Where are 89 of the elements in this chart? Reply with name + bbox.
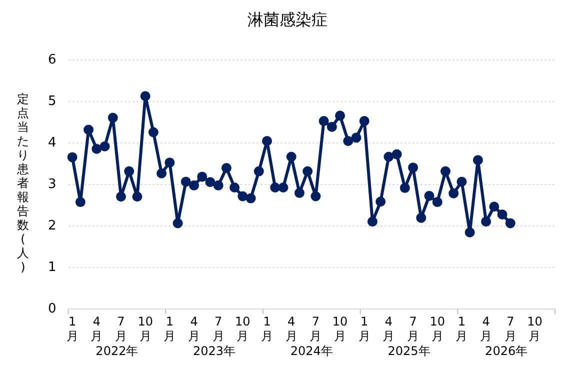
point [75, 197, 86, 208]
point [230, 182, 240, 193]
point [189, 180, 200, 190]
x-tick-label: 7月 [115, 314, 127, 343]
point [392, 149, 402, 160]
x-tick-label: 4月 [382, 314, 395, 343]
point [213, 180, 224, 190]
x-tick-label: 4月 [188, 314, 200, 343]
point [310, 191, 321, 202]
x-tick-label: 1月 [261, 314, 274, 343]
point [472, 155, 483, 166]
point [318, 116, 329, 126]
x-tick-label: 10月 [332, 314, 348, 343]
point [286, 152, 296, 162]
point [481, 216, 492, 227]
y-tick-label: 3 [48, 176, 56, 192]
point [148, 127, 158, 138]
point [302, 166, 313, 176]
point [489, 202, 500, 212]
point [238, 191, 248, 202]
point [140, 91, 150, 102]
y-tick-label: 0 [48, 302, 56, 317]
text: 2025年 [388, 344, 430, 358]
point [92, 144, 102, 154]
x-tick-label: 7月 [212, 314, 224, 343]
point [497, 210, 508, 220]
y-tick-label: 5 [48, 94, 56, 109]
x-tick-label: 10月 [235, 314, 250, 343]
point [505, 218, 516, 228]
text: 2024年 [290, 344, 333, 358]
x-tick-label: 7月 [504, 314, 516, 343]
point [448, 188, 459, 198]
point [351, 132, 362, 143]
point [221, 162, 232, 173]
point [408, 162, 418, 173]
text: 2026年 [485, 344, 528, 358]
text: 2023年 [193, 344, 236, 358]
point [456, 176, 467, 187]
point [124, 166, 134, 176]
point [246, 193, 256, 204]
x-tick-label: 4月 [90, 314, 103, 343]
text: 2022年 [96, 344, 138, 358]
point [343, 136, 354, 146]
x-tick-label: 4月 [285, 314, 298, 343]
point [384, 152, 394, 162]
point [432, 197, 442, 208]
point [464, 227, 475, 238]
point [440, 166, 450, 176]
x-tick-label: 10月 [527, 314, 542, 343]
point [84, 124, 94, 135]
point [359, 116, 370, 126]
x-tick-label: 10月 [138, 314, 153, 343]
point [205, 177, 216, 188]
point [424, 190, 434, 201]
point [326, 122, 337, 132]
y-tick-label: 4 [48, 135, 56, 150]
x-tick-label: 1月 [66, 314, 78, 343]
point [262, 136, 272, 146]
x-tick-label: 1月 [164, 314, 176, 343]
y-tick-label: 2 [48, 218, 56, 234]
point [108, 112, 118, 123]
point [180, 176, 191, 187]
point [367, 216, 378, 227]
point [254, 166, 264, 176]
x-tick-label: 10月 [430, 314, 446, 343]
point [116, 192, 126, 202]
point [335, 110, 346, 121]
x-tick-label: 1月 [456, 314, 468, 343]
point [294, 188, 304, 198]
point [278, 182, 288, 193]
y-tick-label: 1 [48, 260, 56, 276]
point [172, 218, 183, 228]
x-tick-label: 7月 [407, 314, 420, 343]
x-tick-label: 1月 [358, 314, 370, 343]
y-tick-label: 6 [48, 52, 56, 68]
text: 定点当たり患者報告数(人) [17, 92, 29, 274]
point [164, 158, 175, 168]
point [156, 168, 167, 178]
point [416, 212, 426, 223]
point [67, 152, 78, 162]
point [100, 141, 110, 152]
point [270, 182, 280, 193]
point [197, 172, 208, 182]
x-tick-label: 7月 [310, 314, 322, 343]
chart-title: 淋菌感染症 [246, 10, 328, 31]
point [376, 196, 386, 207]
point [400, 182, 410, 193]
x-tick-label: 4月 [480, 314, 492, 343]
point [132, 192, 142, 202]
